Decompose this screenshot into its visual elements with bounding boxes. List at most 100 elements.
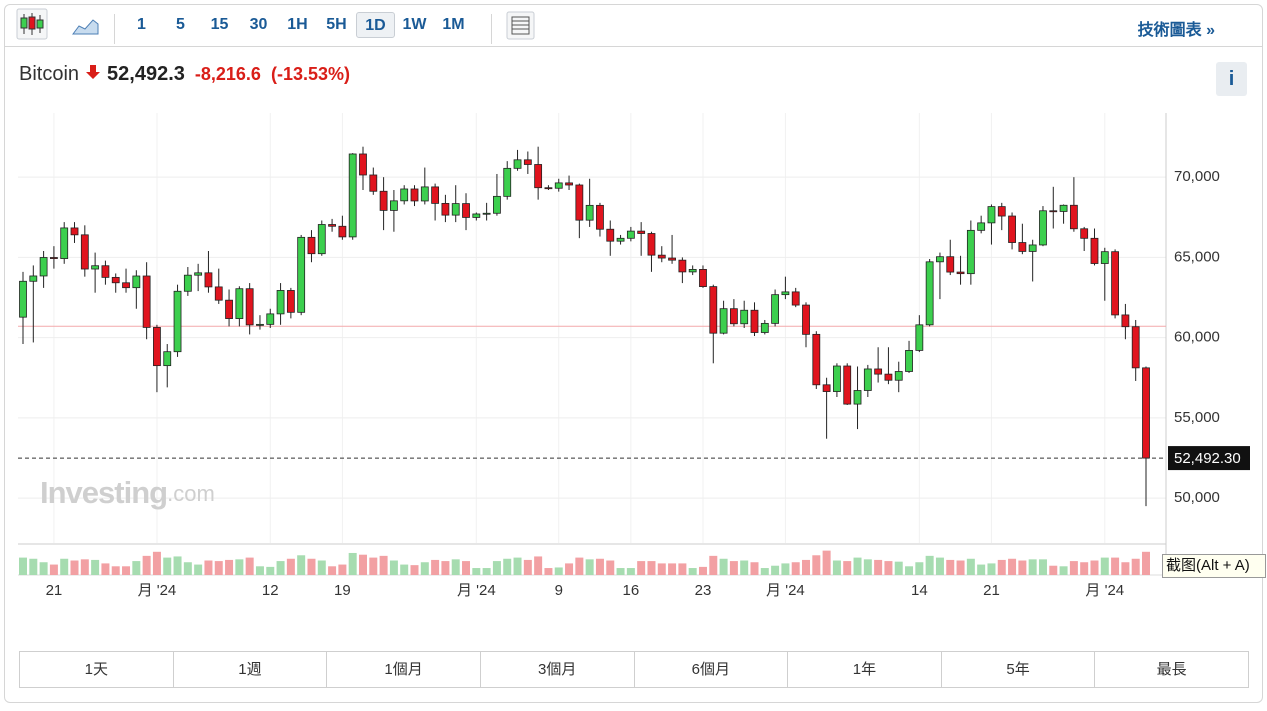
candle-body: [122, 282, 130, 289]
x-tick-label: 14: [911, 582, 928, 599]
volume-bar: [142, 555, 151, 575]
volume-bar: [1100, 557, 1109, 575]
candle-body: [338, 225, 347, 238]
volume-bar: [70, 560, 79, 575]
volume-bar: [132, 561, 141, 575]
volume-bar: [822, 550, 831, 575]
separator: [114, 14, 115, 44]
volume-bar: [698, 566, 707, 575]
volume-bar: [915, 562, 924, 575]
interval-button[interactable]: 1H: [287, 16, 308, 33]
interval-button[interactable]: 1D: [356, 12, 395, 38]
volume-bar: [276, 561, 285, 575]
candle-body: [111, 276, 120, 284]
volume-bar: [554, 567, 563, 575]
candle-body: [142, 275, 151, 328]
instrument-name: Bitcoin: [19, 63, 80, 85]
info-button[interactable]: i: [1216, 62, 1247, 96]
volume-bar: [503, 558, 512, 575]
volume-bar: [729, 561, 738, 575]
candle-body: [956, 271, 965, 275]
volume-bar: [678, 563, 687, 575]
toolbar: 1 5 15 30 1H 5H 1D 1W 1M 技術圖表 »: [4, 4, 1263, 47]
candle-body: [400, 188, 409, 202]
x-tick-label: 21: [46, 582, 63, 599]
candle-body: [1080, 228, 1089, 239]
interval-button[interactable]: 15: [210, 16, 229, 33]
candle-body: [822, 384, 831, 392]
volume-bar: [183, 562, 192, 575]
volume-bar: [668, 563, 677, 575]
range-button[interactable]: 6個月: [633, 652, 788, 687]
range-button[interactable]: 1年: [787, 652, 941, 687]
volume-bar: [255, 566, 264, 575]
range-button[interactable]: 1週: [172, 652, 327, 687]
interval-button[interactable]: 5H: [326, 16, 347, 33]
candle-body: [379, 190, 388, 211]
candle-body: [194, 272, 203, 276]
candle-body: [925, 261, 934, 326]
candle-body: [462, 203, 470, 218]
candle-body: [420, 186, 429, 202]
range-button[interactable]: 1個月: [326, 652, 480, 687]
x-tick-label: 月 '24: [138, 582, 177, 599]
volume-bar: [1121, 562, 1130, 575]
volume-bar: [1059, 566, 1068, 575]
candle-body: [699, 269, 707, 288]
candle-icon[interactable]: [16, 8, 56, 42]
interval-button[interactable]: 1: [137, 16, 146, 33]
table-icon[interactable]: [506, 11, 536, 41]
volume-bar: [358, 554, 367, 575]
candle-body: [565, 182, 573, 186]
candle-body: [688, 269, 697, 273]
candle-body: [523, 159, 532, 165]
interval-button[interactable]: 1M: [442, 16, 465, 33]
range-button[interactable]: 5年: [940, 652, 1095, 687]
candle-body: [802, 304, 810, 335]
volume-bar: [122, 566, 131, 575]
candle-body: [307, 236, 316, 255]
volume-bar: [791, 562, 800, 575]
range-button[interactable]: 1天: [84, 661, 108, 678]
volume-bar: [719, 558, 728, 575]
volume-bar: [60, 558, 69, 575]
volume-bar: [389, 560, 398, 575]
volume-bar: [925, 555, 934, 575]
interval-button[interactable]: 30: [249, 16, 268, 33]
candle-body: [359, 153, 367, 176]
candle-body: [153, 327, 161, 367]
volume-bar: [1049, 565, 1058, 575]
interval-button[interactable]: 5: [176, 16, 185, 33]
volume-bar: [431, 559, 440, 575]
volume-bar: [348, 552, 357, 575]
candle-body: [317, 224, 326, 255]
range-button[interactable]: 最長: [1094, 652, 1248, 687]
watermark-main: Investing: [40, 475, 167, 510]
volume-bar: [472, 568, 481, 575]
candle-body: [482, 212, 491, 215]
range-selector: 1天 1週 1個月 3個月 6個月 1年 5年 最長: [19, 651, 1249, 688]
volume-bar: [1131, 558, 1140, 575]
volume-bar: [19, 557, 27, 575]
volume-bar: [966, 558, 975, 575]
candle-body: [884, 373, 893, 381]
candle-body: [183, 274, 192, 292]
area-icon[interactable]: [71, 14, 101, 38]
frame: [4, 4, 1263, 703]
candle-body: [19, 280, 27, 318]
separator: [491, 14, 492, 44]
volume-bar: [1090, 560, 1099, 575]
candle-body: [493, 195, 501, 214]
candle-body: [966, 229, 975, 275]
candle-body: [1028, 244, 1037, 252]
range-button[interactable]: 3個月: [479, 652, 634, 687]
interval-button[interactable]: 1W: [402, 16, 427, 33]
chart-link[interactable]: 技術圖表 »: [1137, 22, 1215, 39]
candle-body: [328, 224, 336, 227]
volume-bar: [317, 560, 326, 575]
volume-bar: [997, 559, 1006, 575]
volume-bar: [297, 555, 306, 575]
candle-body: [369, 174, 378, 192]
candle-body: [389, 200, 398, 211]
